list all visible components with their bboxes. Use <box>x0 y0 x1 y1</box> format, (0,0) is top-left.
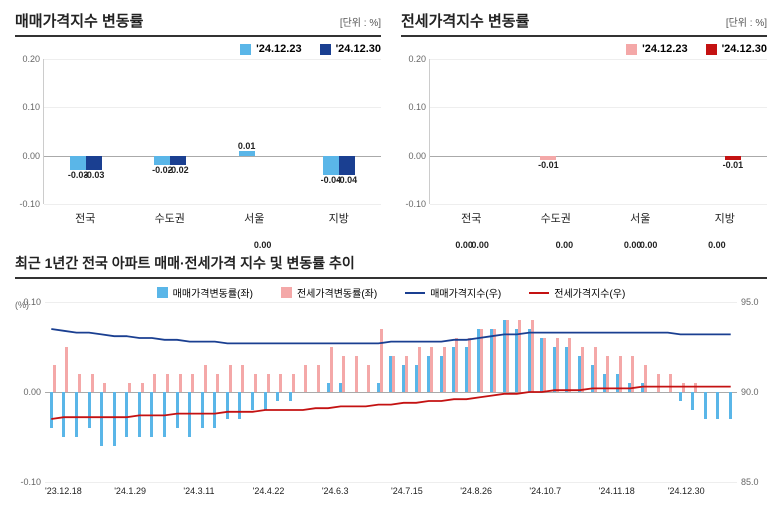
bar-value-label: -0.04 <box>337 175 358 185</box>
x-label: '24.6.3 <box>322 486 391 496</box>
legend-item: '24.12.30 <box>706 43 767 55</box>
bar-value-label: 0.00 <box>640 240 658 250</box>
bar: -0.02 <box>170 156 186 166</box>
trend-line <box>51 387 730 419</box>
legend: 매매가격변동률(좌) 전세가격변동률(좌) 매매가격지수(우) 전세가격지수(우) <box>15 285 767 300</box>
legend-item: 매매가격지수(우) <box>405 285 501 300</box>
swatch <box>706 44 717 55</box>
bar-plot: -0.100.000.100.200.000.00-0.010.000.000.… <box>429 59 767 204</box>
legend-item: '24.12.23 <box>240 43 301 55</box>
unit-label: [단위 : %] <box>726 14 767 29</box>
x-label: '24.10.7 <box>529 486 598 496</box>
bar: -0.01 <box>725 156 741 161</box>
chart-title: 전세가격지수 변동률 [단위 : %] <box>401 10 767 37</box>
bar: -0.02 <box>154 156 170 166</box>
bar-value-label: -0.01 <box>538 160 559 170</box>
bar: -0.01 <box>540 156 556 161</box>
jeonse-index-change-chart: 전세가격지수 변동률 [단위 : %] '24.12.23 '24.12.30 … <box>401 10 767 235</box>
x-label: 수도권 <box>128 204 213 226</box>
x-label: 지방 <box>297 204 382 226</box>
legend-item: 전세가격지수(우) <box>529 285 625 300</box>
legend-item: 전세가격변동률(좌) <box>281 285 377 300</box>
bar: -0.04 <box>339 156 355 175</box>
bar-value-label: -0.03 <box>84 170 105 180</box>
legend-label: '24.12.30 <box>722 43 767 55</box>
bar: -0.04 <box>323 156 339 175</box>
legend-item: 매매가격변동률(좌) <box>157 285 253 300</box>
legend-label: 매매가격변동률(좌) <box>173 285 253 300</box>
x-label: 전국 <box>429 204 514 226</box>
legend-item: '24.12.30 <box>320 43 381 55</box>
trend-line <box>51 329 730 343</box>
bar: -0.03 <box>86 156 102 171</box>
bar-group: 0.000.00 <box>599 59 683 204</box>
x-label: 전국 <box>43 204 128 226</box>
swatch <box>157 287 168 298</box>
swatch <box>320 44 331 55</box>
bar: -0.03 <box>70 156 86 171</box>
bar-group: 0.00-0.01 <box>683 59 767 204</box>
legend-label: 전세가격변동률(좌) <box>297 285 377 300</box>
trend-plot: (%) -0.100.000.1085.090.095.0 <box>45 302 737 482</box>
x-label: 서울 <box>212 204 297 226</box>
swatch <box>281 287 292 298</box>
bar-value-label: -0.01 <box>723 160 744 170</box>
x-axis-labels: '23.12.18'24.1.29'24.3.11'24.4.22'24.6.3… <box>45 486 737 496</box>
bar-group: -0.03-0.03 <box>44 59 128 204</box>
x-label: '24.1.29 <box>114 486 183 496</box>
x-label: '24.12.30 <box>668 486 737 496</box>
bar-value-label: -0.02 <box>168 165 189 175</box>
bar-plot: -0.100.000.100.20-0.03-0.03-0.02-0.020.0… <box>43 59 381 204</box>
legend-label: 매매가격지수(우) <box>430 285 501 300</box>
bar-value-label: 0.00 <box>254 240 272 250</box>
x-label: '23.12.18 <box>45 486 114 496</box>
bar-value-label: 0.00 <box>708 240 726 250</box>
x-axis-labels: 전국수도권서울지방 <box>429 204 767 226</box>
bar-group: 0.010.00 <box>213 59 297 204</box>
x-label: '24.4.22 <box>253 486 322 496</box>
x-label: '24.7.15 <box>391 486 460 496</box>
bar-value-label: 0.00 <box>471 240 489 250</box>
legend: '24.12.23 '24.12.30 <box>15 43 381 55</box>
title-text: 매매가격지수 변동률 <box>15 10 143 31</box>
bar-value-label: 0.00 <box>455 240 473 250</box>
swatch <box>529 292 549 294</box>
bar-value-label: 0.01 <box>238 141 256 151</box>
legend-label: '24.12.30 <box>336 43 381 55</box>
bar-value-label: 0.00 <box>624 240 642 250</box>
chart-title: 매매가격지수 변동률 [단위 : %] <box>15 10 381 37</box>
unit-label: [단위 : %] <box>340 14 381 29</box>
legend-label: 전세가격지수(우) <box>554 285 625 300</box>
legend-label: '24.12.23 <box>256 43 301 55</box>
bar-group: -0.010.00 <box>514 59 598 204</box>
swatch <box>405 292 425 294</box>
swatch <box>240 44 251 55</box>
x-label: '24.8.26 <box>460 486 529 496</box>
bar: 0.01 <box>239 151 255 156</box>
bar-group: -0.02-0.02 <box>128 59 212 204</box>
x-label: '24.3.11 <box>183 486 252 496</box>
sale-index-change-chart: 매매가격지수 변동률 [단위 : %] '24.12.23 '24.12.30 … <box>15 10 381 235</box>
legend-item: '24.12.23 <box>626 43 687 55</box>
title-text: 전세가격지수 변동률 <box>401 10 529 31</box>
legend-label: '24.12.23 <box>642 43 687 55</box>
bar-value-label: 0.00 <box>556 240 574 250</box>
x-axis-labels: 전국수도권서울지방 <box>43 204 381 226</box>
x-label: 지방 <box>683 204 768 226</box>
x-label: 서울 <box>598 204 683 226</box>
bar-group: -0.04-0.04 <box>297 59 381 204</box>
trend-chart-section: 최근 1년간 전국 아파트 매매·전세가격 지수 및 변동률 추이 매매가격변동… <box>15 253 767 496</box>
swatch <box>626 44 637 55</box>
bar-group: 0.000.00 <box>430 59 514 204</box>
legend: '24.12.23 '24.12.30 <box>401 43 767 55</box>
x-label: '24.11.18 <box>599 486 668 496</box>
chart-title: 최근 1년간 전국 아파트 매매·전세가격 지수 및 변동률 추이 <box>15 253 767 279</box>
x-label: 수도권 <box>514 204 599 226</box>
